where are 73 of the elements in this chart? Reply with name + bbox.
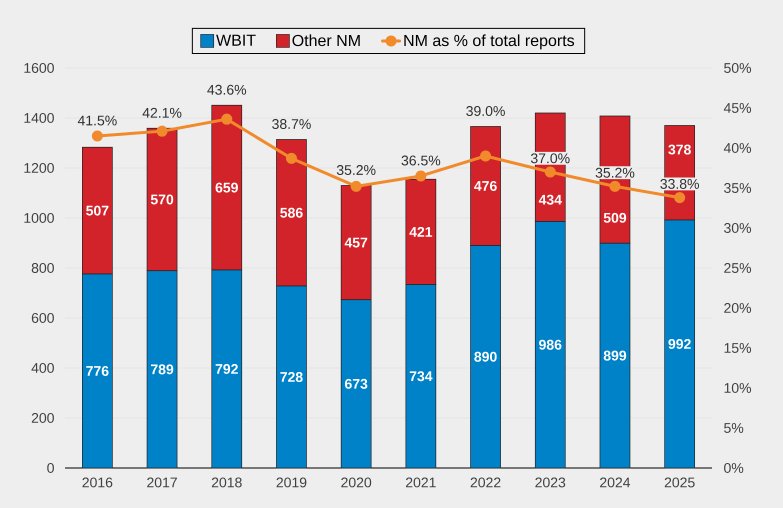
point <box>674 192 686 204</box>
y-tick-label: 800 <box>32 263 54 273</box>
data-label: 509 <box>604 212 626 223</box>
data-label: 673 <box>344 378 368 389</box>
point <box>480 150 492 162</box>
data-label: 776 <box>86 366 109 376</box>
y-tick-label: 1400 <box>24 113 54 123</box>
data-label: 378 <box>668 144 691 155</box>
legend-label: NM as % of total reports <box>404 34 574 50</box>
data-label: 35.2% <box>336 165 376 175</box>
x-tick-label: 2021 <box>406 478 436 488</box>
point <box>156 126 168 137</box>
y2-tick-label: 35% <box>724 183 752 193</box>
data-label: 992 <box>668 339 691 349</box>
data-label: 36.5% <box>402 156 440 166</box>
y2-tick-label: 40% <box>724 143 752 153</box>
data-label: 728 <box>280 372 303 382</box>
data-label: 33.8% <box>660 178 700 189</box>
x-tick-label: 2020 <box>341 478 372 488</box>
data-label: 42.1% <box>142 108 182 118</box>
y-tick-label: 200 <box>32 413 54 423</box>
data-label: 659 <box>216 182 238 193</box>
data-label: 38.7% <box>272 119 311 129</box>
y2-tick-label: 30% <box>724 223 752 233</box>
data-label: 476 <box>474 181 497 191</box>
point <box>350 180 362 192</box>
y2-tick-label: 45% <box>724 103 752 113</box>
data-label: 421 <box>409 226 432 237</box>
y2-tick-label: 10% <box>724 383 752 393</box>
x-tick-label: 2016 <box>82 478 112 488</box>
data-label: 39.0% <box>466 106 505 116</box>
data-label: 792 <box>216 364 238 374</box>
x-tick-label: 2023 <box>535 478 566 488</box>
point <box>415 170 426 182</box>
x-tick-label: 2018 <box>212 478 242 488</box>
data-label: 586 <box>280 208 303 218</box>
y-tick-label: 1200 <box>24 163 54 173</box>
data-label: 434 <box>538 194 562 205</box>
x-tick-label: 2022 <box>470 478 500 488</box>
y2-tick-label: 25% <box>724 263 752 273</box>
x-tick-label: 2017 <box>147 478 177 488</box>
legend-label: Other NM <box>292 34 360 46</box>
y-tick-label: 1000 <box>24 213 54 223</box>
data-label: 43.6% <box>207 84 246 95</box>
y2-tick-label: 5% <box>724 423 744 433</box>
point <box>221 114 232 125</box>
x-tick-label: 2019 <box>276 478 306 488</box>
y-tick-label: 1600 <box>24 63 54 73</box>
data-label: 37.0% <box>530 153 570 164</box>
data-label: 570 <box>150 194 174 204</box>
point <box>544 166 556 178</box>
y-tick-label: 400 <box>31 363 54 373</box>
data-label: 457 <box>344 238 368 248</box>
data-label: 789 <box>150 364 174 374</box>
y-tick-label: 600 <box>32 313 54 323</box>
data-label: 507 <box>86 206 108 216</box>
y-tick-label: 0 <box>47 463 54 473</box>
point <box>92 130 103 142</box>
x-tick-label: 2024 <box>600 478 630 488</box>
point <box>286 152 297 164</box>
x-tick-label: 2025 <box>664 478 695 488</box>
y2-tick-label: 20% <box>724 303 752 313</box>
y2-tick-label: 15% <box>724 343 752 353</box>
y2-tick-label: 50% <box>724 63 752 73</box>
data-label: 986 <box>539 340 562 350</box>
data-label: 35.2% <box>596 168 634 178</box>
y2-tick-label: 0% <box>724 463 744 473</box>
data-label: 890 <box>474 352 497 362</box>
data-label: 734 <box>410 371 432 382</box>
data-label: 899 <box>604 350 626 361</box>
point <box>609 180 620 192</box>
data-label: 41.5% <box>78 116 117 126</box>
legend-label: WBIT <box>216 34 256 46</box>
